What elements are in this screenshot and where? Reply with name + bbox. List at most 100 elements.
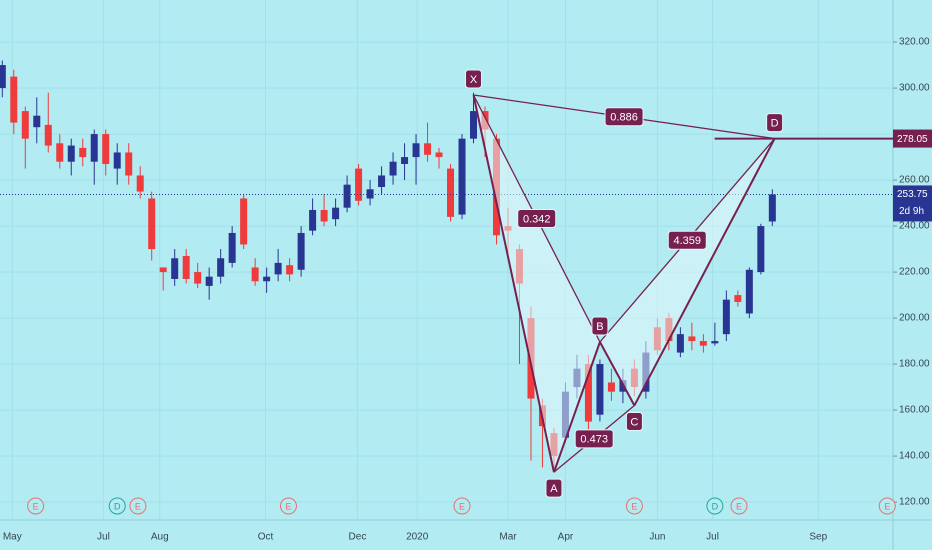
- event-marker: [878, 497, 896, 515]
- pattern-leg: [553, 341, 601, 473]
- candle-body: [21, 111, 29, 139]
- y-tick-label: 120.00: [899, 497, 930, 508]
- candle-body: [447, 168, 455, 217]
- pattern-fill: [599, 138, 775, 406]
- point-label: C: [630, 416, 638, 428]
- candle-body: [412, 143, 420, 158]
- candle-body: [194, 272, 202, 284]
- candle-body: [182, 255, 190, 279]
- level-tag: [893, 129, 932, 148]
- event-marker: [129, 497, 147, 515]
- event-label: E: [33, 501, 39, 511]
- candle-body: [136, 175, 144, 192]
- candle-body: [711, 341, 719, 344]
- candle-body: [768, 194, 776, 222]
- candle-body: [458, 138, 466, 215]
- candle-body: [171, 258, 179, 279]
- candle-body: [217, 258, 225, 277]
- ratio-box: [604, 107, 644, 127]
- candle-body: [332, 207, 340, 220]
- y-tick-label: 200.00: [899, 313, 930, 324]
- event-label: D: [712, 501, 719, 511]
- event-marker: [279, 497, 297, 515]
- event-marker: [730, 497, 748, 515]
- price-tag-label: 253.75: [897, 189, 928, 200]
- candle-body: [79, 147, 87, 158]
- point-box: [545, 478, 563, 498]
- candle-body: [389, 161, 397, 176]
- event-label: E: [631, 501, 637, 511]
- candle-body: [688, 336, 696, 342]
- x-tick-label: Mar: [499, 532, 517, 543]
- x-tick-label: Dec: [349, 532, 367, 543]
- candle-body: [33, 115, 41, 128]
- x-tick-label: Jul: [97, 532, 110, 543]
- candle-body: [343, 184, 351, 208]
- level-tag-label: 278.05: [897, 134, 928, 145]
- pattern-leg: [599, 341, 636, 406]
- candle-body: [676, 334, 684, 353]
- point-label: B: [596, 321, 603, 333]
- y-tick-label: 240.00: [899, 221, 930, 232]
- y-tick-label: 160.00: [899, 405, 930, 416]
- candle-body: [56, 143, 64, 162]
- candle-body: [10, 76, 18, 123]
- event-marker: [108, 497, 126, 515]
- y-tick-label: 300.00: [899, 83, 930, 94]
- candle-body: [734, 295, 742, 302]
- pattern-fill: [473, 94, 600, 473]
- candle-body: [148, 198, 156, 250]
- event-label: D: [114, 501, 121, 511]
- ratio-label: 0.473: [580, 434, 608, 446]
- candle-body: [67, 145, 75, 162]
- point-label: A: [550, 483, 558, 495]
- candle-body: [401, 157, 409, 164]
- candle-body: [607, 382, 615, 392]
- x-tick-label: May: [3, 532, 22, 543]
- event-label: E: [459, 501, 465, 511]
- pattern-leg: [472, 94, 555, 473]
- x-tick-label: Aug: [151, 532, 169, 543]
- candle-body: [320, 209, 328, 222]
- y-tick-label: 260.00: [899, 175, 930, 186]
- candle-body: [102, 134, 110, 164]
- candle-body: [251, 267, 259, 282]
- y-tick-label: 320.00: [899, 37, 930, 48]
- x-tick-label: Oct: [258, 532, 274, 543]
- point-label: X: [470, 74, 478, 86]
- ratio-label: 0.342: [523, 213, 551, 225]
- x-tick-label: Apr: [558, 532, 574, 543]
- candle-body: [366, 189, 374, 199]
- candle-body: [205, 276, 213, 286]
- candle-body: [424, 143, 432, 155]
- candle-body: [0, 65, 6, 89]
- point-box: [625, 411, 643, 431]
- x-tick-label: Sep: [809, 532, 827, 543]
- y-tick-label: 140.00: [899, 451, 930, 462]
- pattern-leg: [633, 138, 776, 406]
- candle-body: [309, 209, 317, 231]
- event-marker: [27, 497, 45, 515]
- candle-body: [240, 198, 248, 245]
- candle-body: [355, 168, 363, 201]
- point-box: [591, 316, 609, 336]
- event-label: E: [884, 501, 890, 511]
- candle-body: [435, 152, 443, 158]
- y-tick-label: 220.00: [899, 267, 930, 278]
- candle-body: [125, 152, 133, 176]
- candle-body: [44, 124, 52, 146]
- candle-body: [90, 134, 98, 162]
- x-tick-label: Jun: [649, 532, 665, 543]
- candle-body: [286, 265, 294, 275]
- candle-body: [159, 267, 167, 273]
- candle-body: [274, 262, 282, 275]
- event-marker: [706, 497, 724, 515]
- candle-body: [263, 276, 271, 282]
- point-label: D: [771, 117, 779, 129]
- event-label: E: [736, 501, 742, 511]
- ratio-label: 0.886: [610, 112, 638, 124]
- event-marker: [625, 497, 643, 515]
- event-marker: [453, 497, 471, 515]
